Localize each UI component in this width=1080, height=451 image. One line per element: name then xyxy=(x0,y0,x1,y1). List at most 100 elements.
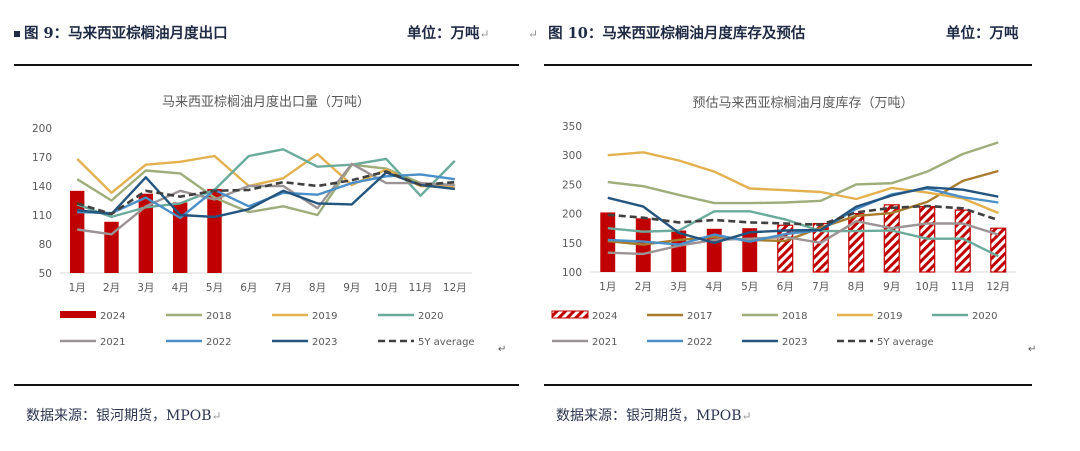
legend-swatch xyxy=(60,311,96,318)
x-tick-label: 6月 xyxy=(240,282,257,294)
legend-label: 2018 xyxy=(206,311,231,322)
inventory-chart: 预估马来西亚棕榈油月度库存（万吨） 100 150 200 250 300 350 1月 2月 3… xyxy=(551,95,1036,355)
bar-2024 xyxy=(138,193,154,273)
x-tick-label: 1月 xyxy=(599,281,616,293)
figure-10-unit-text: 单位：万吨 xyxy=(946,25,1019,42)
legend-item: 5Y average xyxy=(378,337,475,348)
top-divider xyxy=(14,64,519,66)
legend-label: 2022 xyxy=(687,337,712,348)
legend-label: 2020 xyxy=(972,311,997,322)
series-line-5y-average xyxy=(607,204,999,226)
x-tick-label: 6月 xyxy=(777,281,794,293)
top-divider xyxy=(544,64,1032,66)
x-tick-label: 2月 xyxy=(103,282,120,294)
legend-label: 5Y average xyxy=(877,337,934,348)
x-tick-label: 9月 xyxy=(883,281,900,293)
series-line-2019 xyxy=(607,151,999,215)
y-tick-label: 300 xyxy=(562,150,582,162)
bar-2024 xyxy=(172,202,188,273)
series-line-2022 xyxy=(607,187,999,246)
legend-item: 2024 xyxy=(551,310,617,322)
bar-2024 xyxy=(69,190,85,273)
bar-2024-estimate xyxy=(848,213,865,273)
legend-label: 2021 xyxy=(100,337,125,348)
x-tick-label: 2月 xyxy=(635,281,652,293)
legend-item: 2019 xyxy=(837,311,902,322)
bottom-divider xyxy=(14,384,519,386)
x-tick-label: 3月 xyxy=(670,281,687,293)
chart-title: 马来西亚棕榈油月度出口量（万吨） xyxy=(162,94,370,110)
series-line-2019 xyxy=(76,152,455,194)
figure-10-panel: ↵ 图 10：马来西亚棕榈油月度库存及预估 单位：万吨 预估马来西亚棕榈油月度库… xyxy=(528,0,1080,451)
y-tick-label: 100 xyxy=(562,267,582,279)
series-line-2017 xyxy=(607,169,999,246)
legend-label: 2020 xyxy=(418,311,443,322)
x-tick-label: 11月 xyxy=(951,281,975,293)
series-line-2020 xyxy=(607,210,999,258)
legend-item: 2018 xyxy=(166,311,231,322)
y-tick-label: 140 xyxy=(32,181,52,193)
series-line-2023 xyxy=(607,186,999,244)
paragraph-mark-icon: ↵ xyxy=(498,344,506,355)
figure-10-title-text: 图 10：马来西亚棕榈油月度库存及预估 xyxy=(548,25,806,42)
x-tick-label: 11月 xyxy=(409,282,433,294)
figure-10-source: 数据来源：银河期货，MPOB↵ xyxy=(556,405,752,425)
x-tick-label: 1月 xyxy=(69,282,86,294)
y-tick-label: 170 xyxy=(32,152,52,164)
export-chart: 马来西亚棕榈油月度出口量（万吨） 50 80 110 140 170 200 1月 2月 3月 4月… xyxy=(32,94,506,355)
figure-9-unit-text: 单位：万吨 xyxy=(407,25,480,42)
figure-9-title: 图 9：马来西亚棕榈油月度出口 xyxy=(14,22,228,43)
x-tick-label: 10月 xyxy=(374,282,398,294)
bar-2024-estimate xyxy=(883,204,900,273)
paragraph-mark-icon: ↵ xyxy=(211,409,222,423)
x-tick-label: 7月 xyxy=(812,281,829,293)
legend-item: 5Y average xyxy=(837,337,934,348)
paragraph-mark-icon: ↵ xyxy=(741,409,752,423)
legend-item: 2024 xyxy=(60,311,125,322)
x-tick-label: 4月 xyxy=(172,282,189,294)
legend-label: 2023 xyxy=(312,337,337,348)
bar-2024 xyxy=(671,230,687,272)
x-tick-label: 5月 xyxy=(206,282,223,294)
paragraph-mark-icon: ↵ xyxy=(528,27,539,41)
x-tick-label: 9月 xyxy=(343,282,360,294)
bar-2024 xyxy=(600,212,616,272)
legend-label: 2024 xyxy=(100,311,125,322)
paragraph-mark-icon: ↵ xyxy=(479,27,490,41)
legend-label: 2022 xyxy=(206,337,231,348)
series-line-2018 xyxy=(607,141,999,205)
source-text: 数据来源：银河期货，MPOB xyxy=(26,408,212,424)
x-tick-label: 8月 xyxy=(848,281,865,293)
y-tick-label: 250 xyxy=(562,179,582,191)
source-text: 数据来源：银河期货，MPOB xyxy=(556,408,742,424)
figure-9-title-text: 图 9：马来西亚棕榈油月度出口 xyxy=(24,25,228,42)
y-tick-label: 200 xyxy=(562,209,582,221)
series-line-2020 xyxy=(76,148,456,219)
legend-item: 2021 xyxy=(60,337,125,348)
legend-label: 2024 xyxy=(592,311,617,322)
bar-2024 xyxy=(207,188,222,273)
legend-label: 2023 xyxy=(782,337,807,348)
y-tick-label: 200 xyxy=(32,123,52,135)
series-line-5y-average xyxy=(76,170,455,216)
x-tick-label: 7月 xyxy=(275,282,292,294)
figure-9-source: 数据来源：银河期货，MPOB↵ xyxy=(26,405,222,425)
figure-10-unit: 单位：万吨 xyxy=(946,22,1019,43)
x-tick-label: 4月 xyxy=(706,281,723,293)
legend-label: 2018 xyxy=(782,311,807,322)
legend-label: 2017 xyxy=(687,311,712,322)
chart-title: 预估马来西亚棕榈油月度库存（万吨） xyxy=(692,95,913,111)
x-tick-label: 5月 xyxy=(741,281,758,293)
bar-2024-estimate xyxy=(990,227,1007,273)
y-tick-label: 110 xyxy=(32,210,52,222)
x-tick-label: 12月 xyxy=(986,281,1010,293)
x-tick-label: 10月 xyxy=(915,281,939,293)
legend-item: 2020 xyxy=(932,311,997,322)
y-tick-label: 350 xyxy=(562,121,582,133)
paragraph-mark-icon: ↵ xyxy=(1028,344,1036,355)
legend-item: 2021 xyxy=(552,337,617,348)
series-line-2023 xyxy=(77,171,455,219)
y-tick-label: 150 xyxy=(562,238,582,250)
legend-item: 2023 xyxy=(742,337,807,348)
figure-9-panel: 图 9：马来西亚棕榈油月度出口 单位：万吨↵ 马来西亚棕榈油月度出口量（万吨） 5… xyxy=(14,22,519,425)
